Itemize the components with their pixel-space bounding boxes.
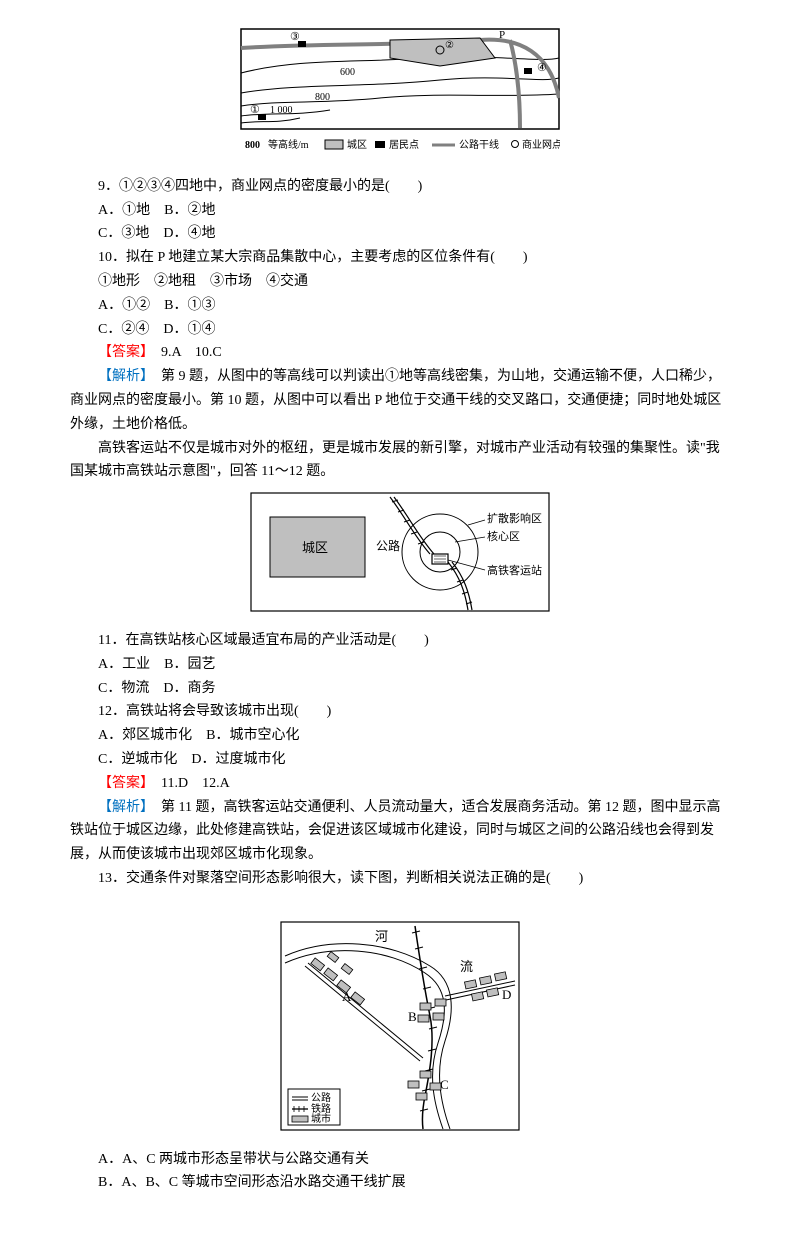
figure-1: ③ P ② ④ ① 600 800 1 000 800 等高线/m 城区 居民点…: [70, 28, 730, 167]
q9-opts-ab: A．①地 B．②地: [70, 199, 730, 223]
answer-11-12: 【答案】 11.D 12.A: [70, 772, 730, 796]
answer-9-10: 【答案】 9.A 10.C: [70, 341, 730, 365]
fig2-road-label: 公路: [376, 538, 400, 553]
q9-opt-b: B．②地: [164, 203, 215, 218]
q9-opt-a: A．①地: [98, 203, 150, 218]
intro-11-12: 高铁客运站不仅是城市对外的枢纽，更是城市发展的新引擎，对城市产业活动有较强的集聚…: [70, 437, 730, 485]
explain-11-12: 【解析】 第 11 题，高铁客运站交通便利、人员流动量大，适合发展商务活动。第 …: [70, 796, 730, 867]
fig3-b: B: [408, 1009, 417, 1024]
q9-stem: 9．①②③④四地中，商业网点的密度最小的是( ): [70, 175, 730, 199]
answer-text-11-12: 11.D 12.A: [147, 776, 230, 791]
fig2-spread-label: 扩散影响区: [487, 511, 542, 525]
q10-opts-cd: C．②④ D．①④: [70, 318, 730, 342]
figure-3: 河 流: [70, 921, 730, 1140]
figure-2: 城区 公路: [70, 492, 730, 621]
q12-stem: 12．高铁站将会导致该城市出现( ): [70, 700, 730, 724]
figure-2-svg: 城区 公路: [250, 492, 550, 612]
q9-opt-c: C．③地: [98, 226, 149, 241]
fig2-core-label: 核心区: [487, 529, 520, 543]
fig1-label-2: ②: [445, 40, 454, 51]
q12-opt-a: A．郊区城市化: [98, 728, 192, 743]
fig1-c800: 800: [315, 92, 330, 103]
q10-sub: ①地形 ②地租 ③市场 ④交通: [70, 270, 730, 294]
fig3-c: C: [440, 1077, 449, 1092]
q11-opts-cd: C．物流 D．商务: [70, 677, 730, 701]
q11-opt-a: A．工业: [98, 657, 150, 672]
svg-text:商业网点: 商业网点: [522, 138, 560, 151]
figure-3-svg: 河 流: [280, 921, 520, 1131]
q10-opt-d: D．①④: [163, 322, 215, 337]
q11-stem: 11．在高铁站核心区域最适宜布局的产业活动是( ): [70, 629, 730, 653]
q13-opt-a: A．A、C 两城市形态呈带状与公路交通有关: [70, 1148, 730, 1172]
q10-opt-c: C．②④: [98, 322, 149, 337]
svg-text:公路干线: 公路干线: [459, 138, 499, 151]
fig1-label-3: ③: [290, 31, 300, 43]
fig3-legend-city: 城市: [311, 1112, 331, 1125]
q9-opts-cd: C．③地 D．④地: [70, 222, 730, 246]
svg-text:城区: 城区: [347, 139, 367, 151]
q9-opt-d: D．④地: [163, 226, 215, 241]
fig3-river-2: 流: [460, 959, 473, 974]
fig1-label-p: P: [499, 29, 505, 41]
explain-label-9-10: 【解析】: [98, 369, 147, 384]
fig1-label-1: ①: [250, 104, 260, 116]
page: ③ P ② ④ ① 600 800 1 000 800 等高线/m 城区 居民点…: [0, 0, 800, 1235]
fig3-a: A: [342, 989, 352, 1004]
answer-label-11-12: 【答案】: [98, 776, 147, 791]
q12-opts-ab: A．郊区城市化 B．城市空心化: [70, 724, 730, 748]
fig3-legend-road: 公路: [311, 1091, 331, 1104]
q10-opt-a: A．①②: [98, 298, 150, 313]
q10-opts-ab: A．①② B．①③: [70, 294, 730, 318]
q12-opts-cd: C．逆城市化 D．过度城市化: [70, 748, 730, 772]
fig1-label-4: ④: [537, 62, 547, 74]
q13-stem: 13．交通条件对聚落空间形态影响很大，读下图，判断相关说法正确的是( ): [70, 867, 730, 891]
q11-opt-b: B．园艺: [164, 657, 215, 672]
fig3-d: D: [502, 987, 511, 1002]
explain-text-11-12: 第 11 题，高铁客运站交通便利、人员流动量大，适合发展商务活动。第 12 题，…: [70, 800, 720, 863]
q12-opt-d: D．过度城市化: [191, 752, 285, 767]
q11-opts-ab: A．工业 B．园艺: [70, 653, 730, 677]
answer-label-9-10: 【答案】: [98, 345, 147, 360]
q13-opt-b: B．A、B、C 等城市空间形态沿水路交通干线扩展: [70, 1171, 730, 1195]
svg-text:等高线/m: 等高线/m: [268, 138, 309, 151]
fig1-c1000: 1 000: [270, 105, 293, 116]
q10-opt-b: B．①③: [164, 298, 215, 313]
fig3-river-1: 河: [375, 929, 388, 944]
q12-opt-b: B．城市空心化: [206, 728, 299, 743]
answer-text-9-10: 9.A 10.C: [147, 345, 222, 360]
figure-1-svg: ③ P ② ④ ① 600 800 1 000 800 等高线/m 城区 居民点…: [240, 28, 560, 158]
q11-opt-d: D．商务: [163, 681, 215, 696]
q10-stem: 10．拟在 P 地建立某大宗商品集散中心，主要考虑的区位条件有( ): [70, 246, 730, 270]
explain-label-11-12: 【解析】: [98, 800, 147, 815]
fig1-c600: 600: [340, 67, 355, 78]
svg-text:800: 800: [245, 140, 260, 151]
q12-opt-c: C．逆城市化: [98, 752, 177, 767]
explain-text-9-10: 第 9 题，从图中的等高线可以判读出①地等高线密集，为山地，交通运输不便，人口稀…: [70, 369, 721, 432]
q11-opt-c: C．物流: [98, 681, 149, 696]
svg-text:居民点: 居民点: [389, 139, 419, 151]
fig2-city-label: 城区: [302, 540, 328, 555]
explain-9-10: 【解析】 第 9 题，从图中的等高线可以判读出①地等高线密集，为山地，交通运输不…: [70, 365, 730, 436]
fig2-station-label: 高铁客运站: [487, 563, 542, 577]
